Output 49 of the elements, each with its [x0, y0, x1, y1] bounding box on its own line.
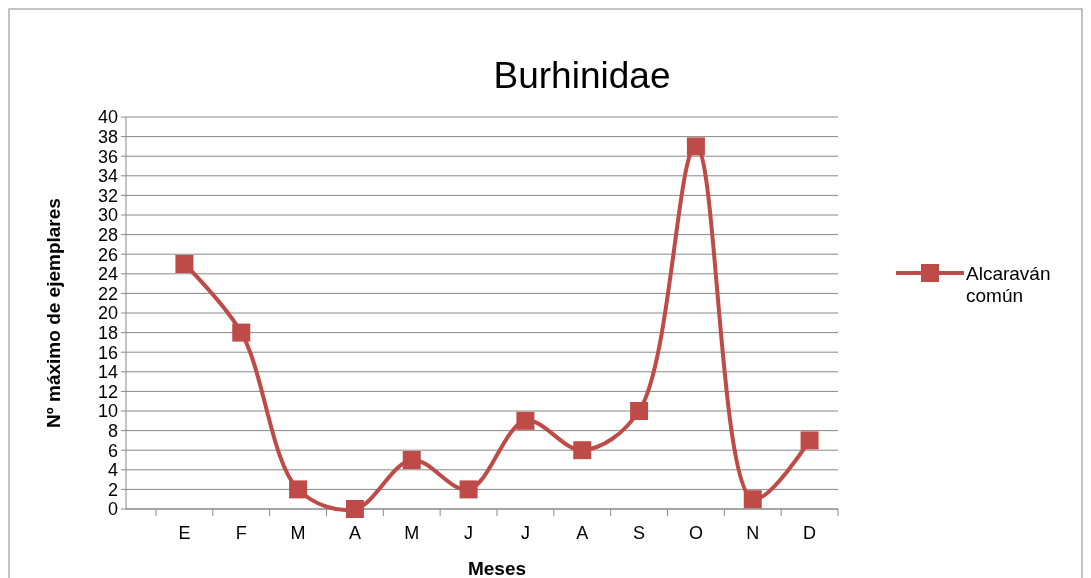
point	[743, 490, 762, 509]
x-tick-label: M	[404, 523, 420, 543]
point	[686, 137, 705, 156]
y-tick-label: 18	[97, 322, 118, 343]
y-tick-label: 6	[107, 440, 118, 461]
point	[232, 323, 251, 342]
point	[175, 255, 194, 273]
y-tick-label: 40	[97, 107, 118, 128]
y-tick-label: 2	[107, 479, 118, 500]
point	[402, 451, 421, 469]
y-tick-label: 14	[97, 362, 118, 383]
y-tick-label: 36	[97, 146, 118, 167]
x-tick-label: N	[746, 523, 760, 543]
x-tick-label: A	[576, 523, 589, 543]
x-tick-label: F	[235, 523, 247, 543]
point	[630, 402, 649, 420]
y-tick-label: 28	[97, 224, 118, 245]
point	[345, 500, 364, 518]
y-tick-label: 32	[97, 185, 118, 206]
point	[516, 411, 535, 430]
x-tick-label: D	[803, 523, 817, 543]
x-tick-label: M	[290, 523, 306, 543]
x-tick-label: J	[464, 523, 474, 543]
y-tick-label: 10	[97, 401, 118, 422]
y-tick-label: 12	[97, 381, 118, 402]
y-tick-label: 0	[107, 499, 118, 520]
y-tick-label: 24	[97, 264, 118, 285]
y-tick-label: 34	[97, 166, 118, 187]
y-tick-label: 26	[97, 244, 118, 265]
point	[573, 441, 592, 460]
point	[289, 480, 308, 499]
x-tick-label: S	[633, 523, 646, 543]
x-tick-label: J	[520, 523, 530, 543]
x-tick-label: E	[178, 523, 191, 543]
legend-label: Alcaraván común	[966, 262, 1051, 307]
chart-title: Burhinidae	[493, 55, 671, 96]
y-tick-label: 22	[97, 283, 118, 304]
y-tick-label: 4	[107, 460, 118, 481]
y-tick-label: 38	[97, 126, 118, 147]
y-axis-title: Nº máximo de ejemplares	[43, 198, 64, 428]
y-tick-label: 20	[97, 303, 118, 324]
y-tick-label: 30	[97, 205, 118, 226]
point	[800, 431, 819, 450]
x-axis-title: Meses	[467, 558, 527, 578]
y-tick-label: 8	[107, 420, 118, 441]
y-tick-label: 16	[97, 342, 118, 363]
x-tick-label: A	[348, 523, 361, 543]
point	[459, 480, 478, 499]
x-tick-label: O	[688, 523, 703, 543]
